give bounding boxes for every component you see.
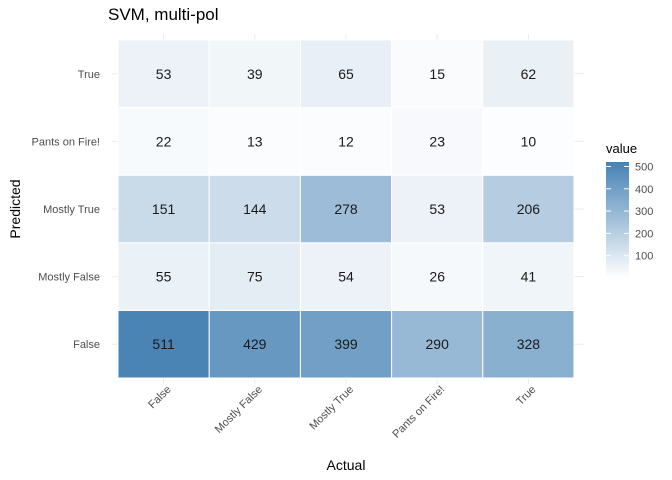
heatmap-cell (117, 242, 210, 311)
y-tick-label: Pants on Fire! (32, 136, 100, 148)
heatmap-cell (117, 174, 210, 244)
heatmap-cell (391, 309, 484, 379)
y-tick-label: Mostly True (43, 204, 100, 216)
cell-value-label: 278 (334, 201, 358, 217)
x-tick-label: Pants on Fire! (390, 384, 447, 441)
cell-value-label: 151 (152, 201, 176, 217)
legend-title: value (606, 141, 637, 156)
cell-value-label: 15 (429, 66, 445, 82)
cell-value-label: 62 (521, 66, 537, 82)
heatmap-cell (208, 309, 301, 379)
x-tick-label: True (514, 384, 538, 408)
cell-value-label: 26 (429, 269, 445, 285)
cell-value-label: 13 (247, 133, 263, 149)
legend-tick-label: 500 (635, 161, 653, 173)
legend-tick-label: 400 (635, 184, 653, 196)
y-axis-ticks: False Mostly False Mostly True Pants on Fir… (32, 69, 100, 351)
legend-tick-label: 300 (635, 206, 653, 218)
cell-value-label: 39 (247, 66, 263, 82)
heatmap-cell (299, 174, 393, 244)
heatmap-cell (208, 242, 301, 311)
heatmap-cell (117, 107, 210, 176)
cell-value-label: 511 (152, 336, 175, 352)
y-axis-title: Predicted (7, 179, 23, 238)
legend: value 100 200 300 400 500 (606, 141, 653, 278)
heatmap-cell (482, 309, 575, 379)
cell-value-label: 41 (521, 269, 537, 285)
cell-value-label: 399 (334, 336, 358, 352)
heatmap-cell (391, 39, 484, 109)
x-axis-ticks: False Mostly False Mostly True Pants on Fir… (146, 384, 538, 441)
legend-colorbar (606, 162, 629, 278)
y-tick-label: True (78, 69, 100, 81)
x-axis-title: Actual (327, 457, 366, 473)
x-tick-label: False (146, 384, 174, 412)
legend-tick-label: 200 (635, 228, 653, 240)
heatmap-cell (117, 39, 210, 109)
cell-value-label: 75 (247, 269, 263, 285)
heatmap-cell (482, 242, 575, 311)
legend-ticks: 100 200 300 400 500 (606, 161, 653, 263)
heatmap-cell (391, 242, 484, 311)
cell-value-label: 328 (517, 336, 541, 352)
cell-value-label: 53 (429, 201, 445, 217)
heatmap-cell (299, 309, 393, 379)
heatmap-cell (299, 39, 393, 109)
cell-value-label: 144 (243, 201, 267, 217)
cell-value-label: 429 (243, 336, 267, 352)
cell-labels-layer: 511 429 399 290 328 55 75 54 26 41 151 144 278 53 206 2… (152, 66, 540, 352)
cell-value-label: 22 (156, 133, 172, 149)
cell-value-label: 53 (156, 66, 172, 82)
x-tick-label: Mostly False (213, 384, 265, 436)
x-tick-label: Mostly True (307, 384, 356, 433)
cell-value-label: 12 (338, 133, 354, 149)
y-tick-label: Mostly False (38, 272, 100, 284)
cell-value-label: 54 (338, 269, 354, 285)
y-tick-label: False (73, 339, 100, 351)
cell-value-label: 55 (156, 269, 172, 285)
cells-layer (117, 39, 575, 379)
heatmap-cell (299, 242, 393, 311)
heatmap-cell (482, 39, 575, 109)
cell-value-label: 206 (517, 201, 541, 217)
cell-value-label: 10 (521, 133, 537, 149)
heatmap-cell (482, 107, 575, 176)
cell-value-label: 23 (429, 133, 445, 149)
cell-value-label: 290 (426, 336, 450, 352)
heatmap-cell (208, 107, 301, 176)
heatmap-cell (208, 174, 301, 244)
legend-tick-label: 100 (635, 251, 653, 263)
cell-value-label: 65 (338, 66, 354, 82)
chart-title: SVM, multi-pol (108, 5, 219, 24)
